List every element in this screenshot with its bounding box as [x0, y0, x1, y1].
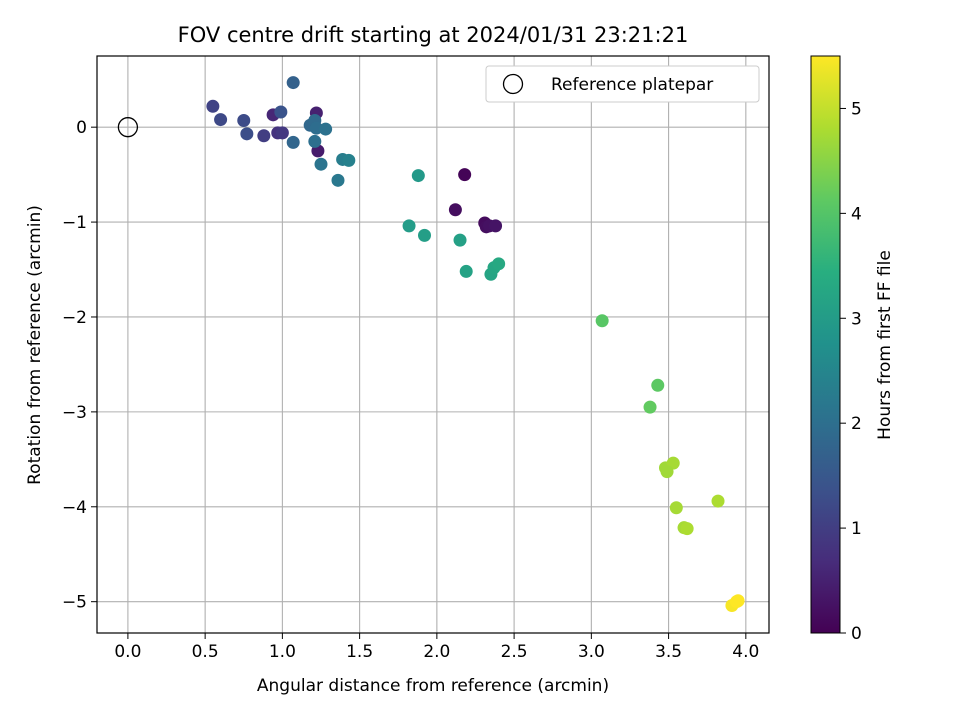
- x-axis-label: Angular distance from reference (arcmin): [257, 676, 609, 696]
- data-points: [206, 76, 745, 612]
- reference-point: [117, 117, 139, 138]
- y-axis-label: Rotation from reference (arcmin): [25, 205, 45, 485]
- data-point: [660, 465, 674, 479]
- data-point: [314, 157, 328, 171]
- x-tick-label: 2.5: [501, 642, 528, 662]
- grid: [97, 56, 769, 633]
- x-tick-label: 2.0: [423, 642, 450, 662]
- data-point: [308, 134, 322, 148]
- plot-frame: [96, 55, 770, 634]
- x-tick-label: 1.5: [346, 642, 373, 662]
- colorbar-label: Hours from first FF file: [875, 250, 895, 440]
- data-point: [458, 168, 472, 182]
- colorbar-tick-label: 5: [851, 99, 862, 119]
- data-point: [402, 219, 416, 233]
- data-point: [342, 153, 356, 167]
- colorbar-tick-label: 1: [851, 519, 862, 539]
- data-point: [274, 105, 288, 119]
- data-point: [595, 314, 609, 328]
- chart-title: FOV centre drift starting at 2024/01/31 …: [178, 23, 689, 47]
- x-tick-label: 0.0: [114, 642, 141, 662]
- colorbar-ticks: 0 1 2 3 4 5: [840, 99, 862, 644]
- y-tick-label: −3: [62, 403, 87, 423]
- x-tick-label: 4.0: [732, 642, 759, 662]
- data-point: [489, 219, 503, 233]
- data-point: [286, 135, 300, 149]
- reference-marker: [117, 117, 139, 138]
- data-point: [331, 173, 345, 187]
- data-point: [240, 127, 254, 141]
- legend-label: Reference platepar: [551, 75, 713, 95]
- colorbar-tick-label: 2: [851, 414, 862, 434]
- data-point: [411, 169, 425, 183]
- legend-box: [485, 65, 760, 103]
- x-tick-label: 3.5: [655, 642, 682, 662]
- data-point: [257, 129, 271, 143]
- y-axis-ticks: 0 −1 −2 −3 −4 −5: [62, 118, 97, 613]
- colorbar-tick-label: 3: [851, 309, 862, 329]
- data-point: [492, 257, 506, 271]
- data-point: [643, 400, 657, 414]
- y-tick-label: −5: [62, 593, 87, 613]
- data-point: [286, 76, 300, 90]
- data-point: [651, 378, 665, 392]
- data-point: [669, 501, 683, 515]
- data-point: [206, 99, 220, 113]
- y-tick-label: 0: [76, 118, 87, 138]
- data-point: [459, 264, 473, 278]
- data-point: [418, 228, 432, 242]
- data-point: [453, 233, 467, 247]
- colorbar-tick-label: 4: [851, 204, 862, 224]
- y-tick-label: −2: [62, 308, 87, 328]
- x-tick-label: 3.0: [578, 642, 605, 662]
- legend-marker: [502, 73, 524, 95]
- data-point: [275, 126, 289, 140]
- data-point: [214, 113, 228, 127]
- data-point: [731, 594, 745, 608]
- data-point: [448, 203, 462, 217]
- x-tick-label: 1.0: [269, 642, 296, 662]
- data-point: [680, 522, 694, 536]
- y-tick-label: −1: [62, 213, 87, 233]
- legend: Reference platepar: [485, 65, 760, 103]
- x-axis-ticks: 0.0 0.5 1.0 1.5 2.0 2.5 3.0 3.5 4.0: [114, 633, 759, 662]
- x-tick-label: 0.5: [192, 642, 219, 662]
- data-point: [237, 114, 251, 128]
- data-point: [711, 494, 725, 508]
- y-tick-label: −4: [62, 498, 87, 518]
- colorbar: [810, 55, 841, 634]
- data-point: [319, 122, 333, 136]
- colorbar-tick-label: 0: [851, 624, 862, 644]
